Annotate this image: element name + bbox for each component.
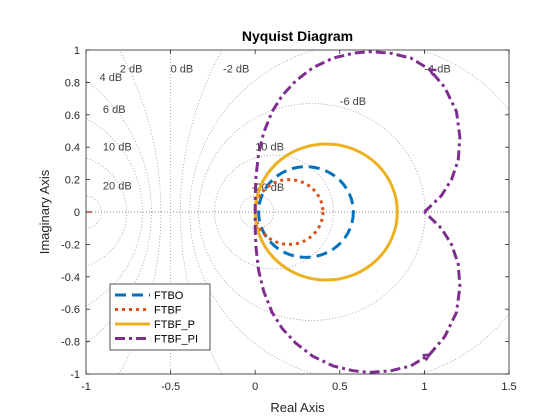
m-circle-label: 6 dB <box>103 104 126 116</box>
legend-label: FTBF <box>154 305 182 317</box>
series-line-ftbf <box>253 178 325 246</box>
series-line-ftbf_pi <box>253 50 462 374</box>
series-line-ftbo <box>257 165 355 259</box>
y-tick-label: -0.4 <box>61 272 80 284</box>
m-circle <box>86 79 152 345</box>
x-tick-label: 0.5 <box>332 381 347 393</box>
y-tick-label: 0.8 <box>65 77 80 89</box>
legend: FTBO FTBF FTBF_P FTBF_PI <box>109 283 211 351</box>
x-tick-label: -0.5 <box>161 381 180 393</box>
m-circle-label: 2 dB <box>120 64 143 76</box>
y-tick-label: 0.6 <box>65 110 80 122</box>
m-circle-label: 4 dB <box>100 72 123 84</box>
legend-label: FTBO <box>154 290 184 302</box>
y-tick-label: 0.2 <box>65 175 80 187</box>
series-group <box>253 50 462 374</box>
y-axis-label: Imaginary Axis <box>37 169 52 254</box>
direction-arrow <box>422 353 431 362</box>
x-tick-label: 1.5 <box>501 381 516 393</box>
x-tick-label: 1 <box>421 381 427 393</box>
legend-label: FTBF_PI <box>154 334 198 346</box>
m-circle-label: 10 dB <box>255 141 284 153</box>
m-circle-label: 20 dB <box>103 180 132 192</box>
x-tick-label: -1 <box>81 381 91 393</box>
y-tick-label: -0.8 <box>61 337 80 349</box>
m-circle <box>86 117 143 307</box>
m-circle-label: 10 dB <box>103 141 132 153</box>
legend-box <box>109 283 211 351</box>
m-circle <box>118 50 162 374</box>
y-tick-label: 0.4 <box>65 142 80 154</box>
chart-title: Nyquist Diagram <box>242 28 353 44</box>
m-circle-label: -2 dB <box>223 64 249 76</box>
direction-arrow <box>428 68 437 76</box>
y-tick-label: -0.2 <box>61 239 80 251</box>
ticks-group: -1 -0.5 0 0.5 1 1.5 -1 -0.8 -0.6 -0.4 -0.2 0 0.2 0.4 0… <box>61 45 517 393</box>
x-axis-label: Real Axis <box>270 400 325 415</box>
y-tick-label: -1 <box>70 369 80 381</box>
m-circle <box>86 157 127 267</box>
x-tick-label: 0 <box>252 381 258 393</box>
y-tick-label: 0 <box>74 207 80 219</box>
y-tick-label: 1 <box>74 45 80 57</box>
m-circle <box>180 50 223 374</box>
m-circle-label: 0 dB <box>171 64 194 76</box>
m-circle-label: -6 dB <box>340 96 366 108</box>
y-tick-label: -0.6 <box>61 304 80 316</box>
legend-label: FTBF_P <box>154 319 195 331</box>
m-circle <box>214 154 334 270</box>
